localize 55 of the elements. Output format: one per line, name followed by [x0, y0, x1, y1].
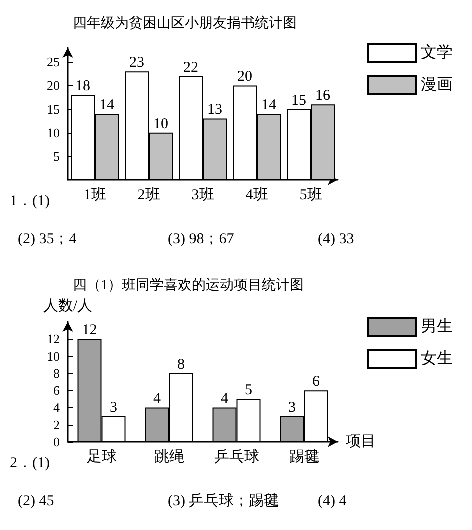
- text: (4) 4: [318, 494, 348, 510]
- y-tick-label: 2: [54, 417, 60, 432]
- data-label: 23: [130, 55, 144, 72]
- data-label: 16: [316, 88, 331, 104]
- y-tick-label: 6: [54, 383, 60, 398]
- data-label: 12: [82, 322, 98, 339]
- x-tick-label: 5班: [300, 186, 322, 204]
- y-tick-label: 0: [54, 434, 60, 450]
- chart-title: 四（1）班同学喜欢的运动项目统计图: [73, 278, 304, 294]
- y-tick-label: 12: [47, 332, 60, 347]
- text: (4) 33: [318, 232, 354, 248]
- legend-label: 文学: [421, 44, 453, 62]
- text: (3) 98；67: [168, 232, 235, 248]
- x-tick-label: 跳绳: [154, 448, 184, 466]
- data-label: 3: [110, 400, 118, 416]
- y-tick-label: 15: [47, 102, 60, 117]
- x-tick-label: 1班: [84, 186, 106, 204]
- data-label: 13: [208, 102, 222, 118]
- x-tick-label: 踢毽: [289, 448, 320, 466]
- text: (3) 乒乓球；踢毽: [168, 492, 280, 510]
- data-label: 10: [154, 116, 168, 132]
- legend-label: 女生: [421, 350, 453, 368]
- data-label: 14: [100, 98, 115, 114]
- x-tick-label: 3班: [192, 186, 214, 204]
- x-tick-label: 足球: [86, 448, 117, 466]
- y-tick-label: 10: [47, 125, 60, 140]
- y-tick-label: 25: [47, 54, 60, 70]
- x-tick-label: 2班: [138, 186, 160, 204]
- chart-title: 四年级为贫困山区小朋友捐书统计图: [73, 16, 297, 32]
- text: 2．(1): [10, 456, 50, 472]
- y-tick-label: 8: [54, 366, 60, 381]
- data-label: 15: [292, 92, 306, 109]
- data-label: 18: [76, 78, 90, 95]
- x-tick-label: 4班: [246, 186, 268, 204]
- data-label: 8: [178, 356, 185, 373]
- y-tick-label: 4: [54, 400, 60, 416]
- y-tick-label: 20: [47, 78, 60, 94]
- data-label: 6: [312, 374, 320, 390]
- y-tick-label: 10: [47, 348, 60, 364]
- data-label: 20: [238, 69, 252, 86]
- data-label: 4: [154, 391, 162, 408]
- x-tick-label: 乒乓球: [214, 448, 260, 466]
- legend-label: 漫画: [421, 76, 453, 94]
- data-label: 4: [221, 391, 229, 408]
- text: (2) 35；4: [18, 232, 78, 248]
- text: 1．(1): [10, 194, 50, 210]
- data-label: 5: [245, 382, 252, 399]
- y-tick-label: 5: [54, 148, 60, 164]
- text: (2) 45: [18, 494, 54, 510]
- x-axis-title: 项目: [346, 434, 376, 450]
- y-axis-title: 人数/人: [43, 298, 93, 314]
- data-label: 3: [288, 400, 296, 416]
- data-label: 22: [184, 60, 198, 76]
- legend-label: 男生: [421, 318, 453, 336]
- data-label: 14: [262, 98, 277, 114]
